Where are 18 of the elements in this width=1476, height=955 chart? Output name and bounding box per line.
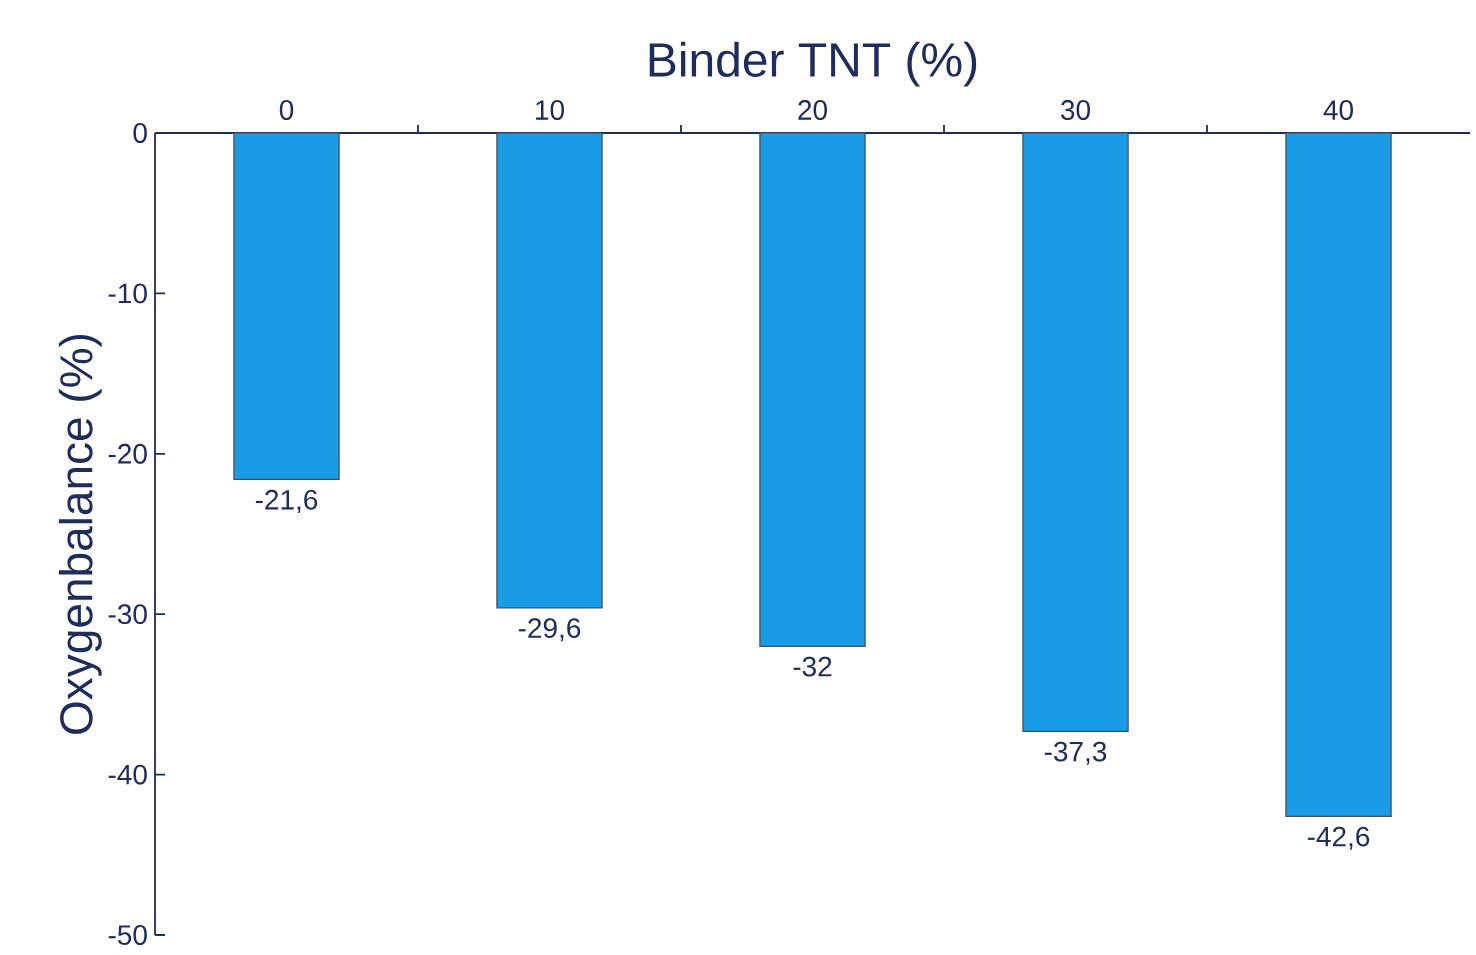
x-axis-title: Binder TNT (%) [649,41,977,87]
data-label: -32 [793,656,832,677]
data-label: -42,6 [1307,826,1370,850]
x-tick-label: 20 [798,100,827,120]
x-tick-label: 0 [279,100,294,120]
data-label: -21,6 [255,489,318,513]
data-label: -37,3 [1044,741,1107,765]
y-axis-title: Oxygenbalance (%) [58,334,102,734]
y-tick-label: -20 [108,443,147,464]
data-label: -29,6 [518,618,581,642]
x-tick-label: 40 [1323,100,1353,120]
y-tick-label: 0 [133,123,147,143]
y-tick-label: -40 [108,764,147,785]
x-tick-label: 10 [536,100,564,120]
y-tick-label: -30 [108,604,147,625]
y-tick-label: -50 [108,925,147,945]
x-tick-label: 30 [1061,100,1090,120]
y-tick-label: -10 [108,283,147,304]
